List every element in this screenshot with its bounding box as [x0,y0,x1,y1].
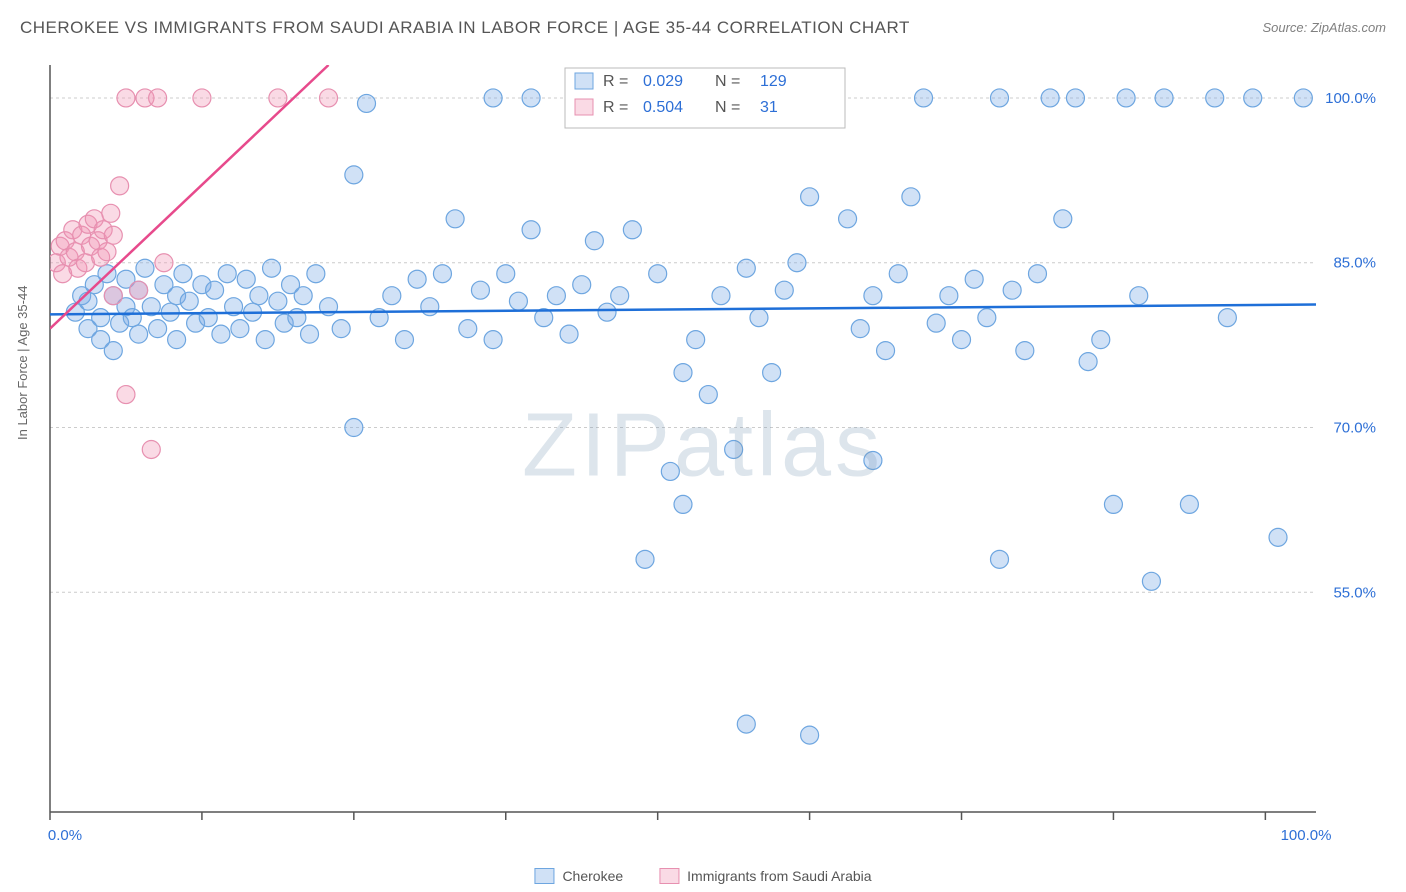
source-label: Source: ZipAtlas.com [1262,20,1386,35]
svg-text:85.0%: 85.0% [1333,255,1376,272]
y-axis-label: In Labor Force | Age 35-44 [15,286,30,440]
chart-title: CHEROKEE VS IMMIGRANTS FROM SAUDI ARABIA… [20,18,910,38]
svg-text:70.0%: 70.0% [1333,420,1376,437]
svg-text:R =: R = [603,99,628,116]
svg-text:31: 31 [760,99,778,116]
bottom-legend: Cherokee Immigrants from Saudi Arabia [534,868,871,884]
svg-text:100.0%: 100.0% [1325,90,1376,107]
svg-text:R =: R = [603,73,628,90]
cherokee-swatch [534,868,554,884]
svg-text:0.029: 0.029 [643,73,683,90]
chart-container: CHEROKEE VS IMMIGRANTS FROM SAUDI ARABIA… [0,0,1406,892]
svg-text:0.504: 0.504 [643,99,683,116]
chart-svg: 55.0% 70.0% 85.0% 100.0% 0.0% 100.0% R = 0.029 N… [45,50,1386,847]
svg-text:N =: N = [715,99,740,116]
svg-text:55.0%: 55.0% [1333,584,1376,601]
svg-text:100.0%: 100.0% [1281,827,1332,844]
saudi-legend-label: Immigrants from Saudi Arabia [687,868,871,884]
svg-text:0.0%: 0.0% [48,827,82,844]
saudi-swatch [659,868,679,884]
svg-text:129: 129 [760,73,787,90]
svg-text:N =: N = [715,73,740,90]
cherokee-legend-label: Cherokee [562,868,623,884]
plot-area: 55.0% 70.0% 85.0% 100.0% 0.0% 100.0% R = 0.029 N… [45,50,1386,847]
